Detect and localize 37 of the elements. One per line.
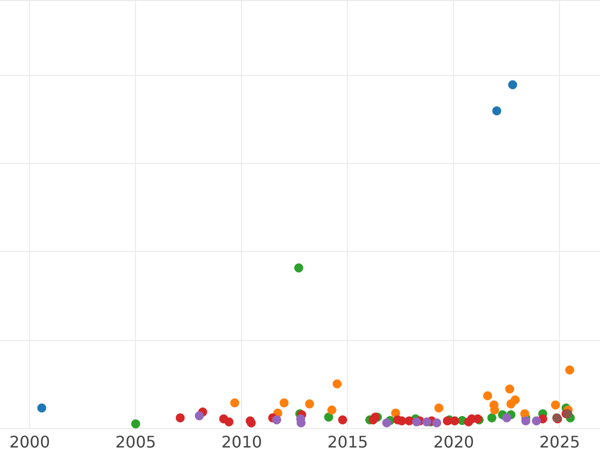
point	[505, 384, 514, 394]
point	[280, 398, 289, 408]
point	[294, 263, 304, 272]
point	[508, 80, 518, 90]
point	[422, 417, 432, 426]
point	[305, 399, 314, 408]
point	[483, 391, 492, 400]
x-tick-label: 2015	[327, 432, 368, 450]
point	[131, 419, 140, 428]
point	[37, 403, 46, 412]
point	[432, 418, 442, 428]
point	[487, 413, 496, 422]
point	[434, 403, 444, 412]
point	[532, 416, 541, 426]
point	[176, 413, 185, 422]
x-tick-label: 2000	[9, 432, 50, 450]
point	[382, 418, 392, 428]
x-tick-label: 2010	[221, 432, 262, 450]
point	[450, 416, 460, 426]
point	[272, 415, 282, 424]
point	[492, 106, 502, 116]
point	[332, 379, 342, 388]
x-tick-label: 2020	[433, 432, 474, 450]
point	[194, 411, 204, 420]
point	[550, 400, 560, 410]
point	[502, 413, 512, 422]
point	[338, 415, 348, 424]
point	[230, 398, 240, 408]
point	[224, 417, 234, 426]
x-tick-label: 2005	[115, 432, 156, 450]
point	[510, 395, 520, 404]
point	[565, 366, 574, 375]
point	[404, 416, 414, 426]
point	[324, 412, 334, 422]
point	[412, 417, 422, 426]
point	[327, 406, 336, 415]
x-tick-label: 2025	[539, 432, 580, 450]
